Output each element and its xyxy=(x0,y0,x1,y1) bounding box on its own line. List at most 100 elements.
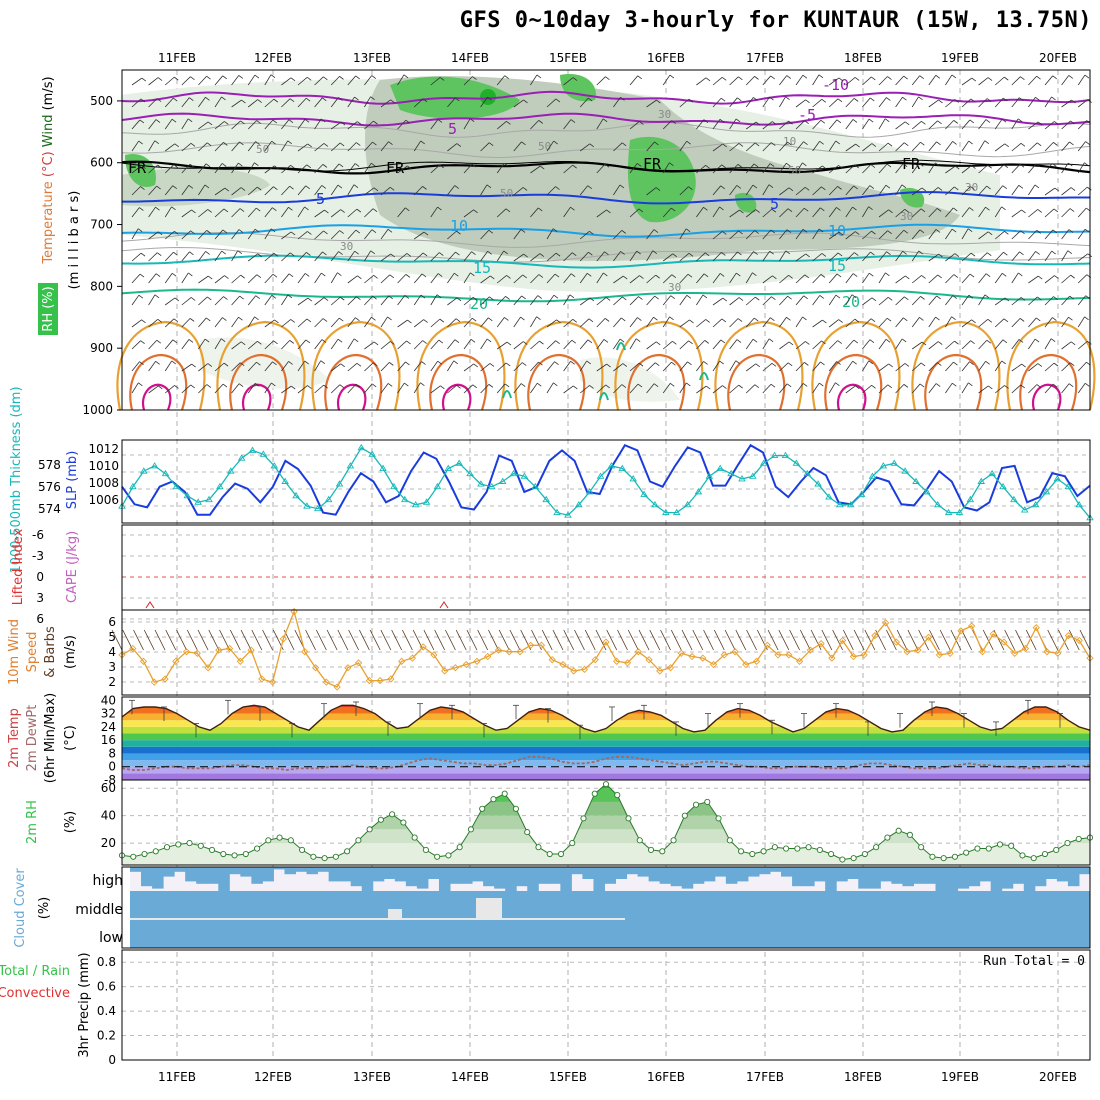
wind-barb xyxy=(994,385,1005,394)
wind-barb xyxy=(198,142,208,152)
wind-barb xyxy=(131,165,142,174)
wind-barb-flag xyxy=(506,341,512,346)
wind-barb xyxy=(347,362,358,372)
wind-barb xyxy=(729,272,737,284)
wind-barb xyxy=(1011,185,1020,196)
wind-barb xyxy=(779,96,786,108)
wind-barb xyxy=(480,275,491,284)
temp-unit-part: (°C) xyxy=(63,725,78,751)
wind-barb xyxy=(297,119,306,130)
dewpoint-line xyxy=(121,755,1091,771)
rh-point xyxy=(422,846,429,853)
temp-contour-small xyxy=(599,392,609,401)
wind-barb-flag xyxy=(719,360,724,365)
wind-barb-flag xyxy=(920,141,925,146)
wind-barb-flag xyxy=(206,317,211,322)
isotherm-label: 15 xyxy=(473,259,491,277)
wind-barb-10m xyxy=(380,629,392,651)
wind-barb xyxy=(347,121,358,130)
thickness-label: 1000-500mb Thickness (dm) xyxy=(9,386,24,573)
wind-barb-flag xyxy=(439,252,444,256)
wind-barb xyxy=(1044,75,1054,86)
wind-barb xyxy=(961,273,971,284)
wind-barb-flag xyxy=(621,384,627,388)
wind-barb-10m xyxy=(240,629,252,651)
wind-barb xyxy=(1011,209,1022,218)
wind-barb xyxy=(945,165,956,174)
wind-barb-10m xyxy=(208,629,220,651)
wind-barb xyxy=(297,339,307,350)
wind-barb xyxy=(563,206,571,218)
wind-barb-flag xyxy=(736,272,741,277)
wind-label-speed-part: Speed xyxy=(25,632,40,673)
wind-barb-flag xyxy=(373,187,379,192)
wind-barb xyxy=(828,340,838,350)
wind-barb-flag xyxy=(1037,275,1043,280)
wind-barb xyxy=(164,76,175,86)
rh-point xyxy=(535,844,542,851)
wind-barb xyxy=(1077,186,1088,196)
cloud-high-bar xyxy=(416,867,429,889)
wind-barb-flag xyxy=(274,165,279,170)
cloud-high-bar xyxy=(405,867,418,887)
wind-barb-flag xyxy=(220,338,226,343)
wind-tick: 6 xyxy=(108,615,116,629)
wind-barb xyxy=(131,361,140,372)
rh-point xyxy=(974,845,981,852)
cloud-high-bar xyxy=(240,867,252,877)
wind-barb-flag xyxy=(240,341,246,346)
wind-barb-flag xyxy=(505,208,511,213)
wind-barb xyxy=(364,274,374,284)
wind-barb-flag xyxy=(621,142,627,147)
wind-barb-flag xyxy=(338,163,344,168)
wind-barb-10m xyxy=(713,629,725,651)
thickness-point xyxy=(542,495,550,503)
wind-speed-point xyxy=(484,652,492,661)
wind-barb xyxy=(281,294,289,306)
wind-barb xyxy=(430,294,438,306)
wind-barb xyxy=(563,77,574,86)
wind-barb-flag xyxy=(935,383,941,387)
cloud-high-bar xyxy=(130,867,142,872)
wind-barb xyxy=(812,274,822,284)
wind-barb xyxy=(994,118,1003,130)
wind-barb-flag xyxy=(240,274,245,279)
wind-barb-flag xyxy=(918,96,923,101)
cloud-high-bar xyxy=(681,867,694,889)
wind-barb xyxy=(911,141,921,152)
wind-barb-flag xyxy=(606,209,611,214)
wind-barb xyxy=(945,99,955,108)
wind-barb-flag xyxy=(155,273,161,277)
wind-barb-flag xyxy=(1018,184,1024,189)
wind-barb xyxy=(795,229,804,240)
wind-speed-point xyxy=(1054,649,1062,657)
wind-speed-point xyxy=(215,646,223,654)
wind-barb-flag xyxy=(221,250,226,255)
wind-barb xyxy=(828,98,839,108)
wind-barb-flag xyxy=(522,274,527,279)
wind-barb xyxy=(1028,209,1038,218)
wind-barb xyxy=(198,97,206,108)
wind-barb xyxy=(613,296,623,306)
wind-barb xyxy=(164,230,175,240)
wind-barb xyxy=(978,252,988,262)
wind-barb-flag xyxy=(536,74,542,79)
wind-barb-flag xyxy=(953,361,958,366)
wind-barb-flag xyxy=(671,274,677,278)
wind-barb-10m xyxy=(821,629,833,651)
wind-barb-flag xyxy=(340,121,346,126)
precip-conv-label: Convective xyxy=(0,986,70,1001)
thickness-point xyxy=(509,469,518,477)
cloud-unit-part: (%) xyxy=(37,897,52,920)
wind-barb xyxy=(862,339,871,350)
wind-barb xyxy=(347,317,356,328)
wind-barb xyxy=(1011,339,1020,350)
wind-barb xyxy=(164,97,174,108)
wind-barb xyxy=(679,382,687,394)
wind-barb-flag xyxy=(356,362,362,367)
wind-speed-point xyxy=(699,654,707,662)
wind-barb-flag xyxy=(174,230,179,235)
wind-barb-flag xyxy=(1067,250,1073,255)
wind-barb-flag xyxy=(904,363,910,367)
wind-barb xyxy=(629,317,638,328)
